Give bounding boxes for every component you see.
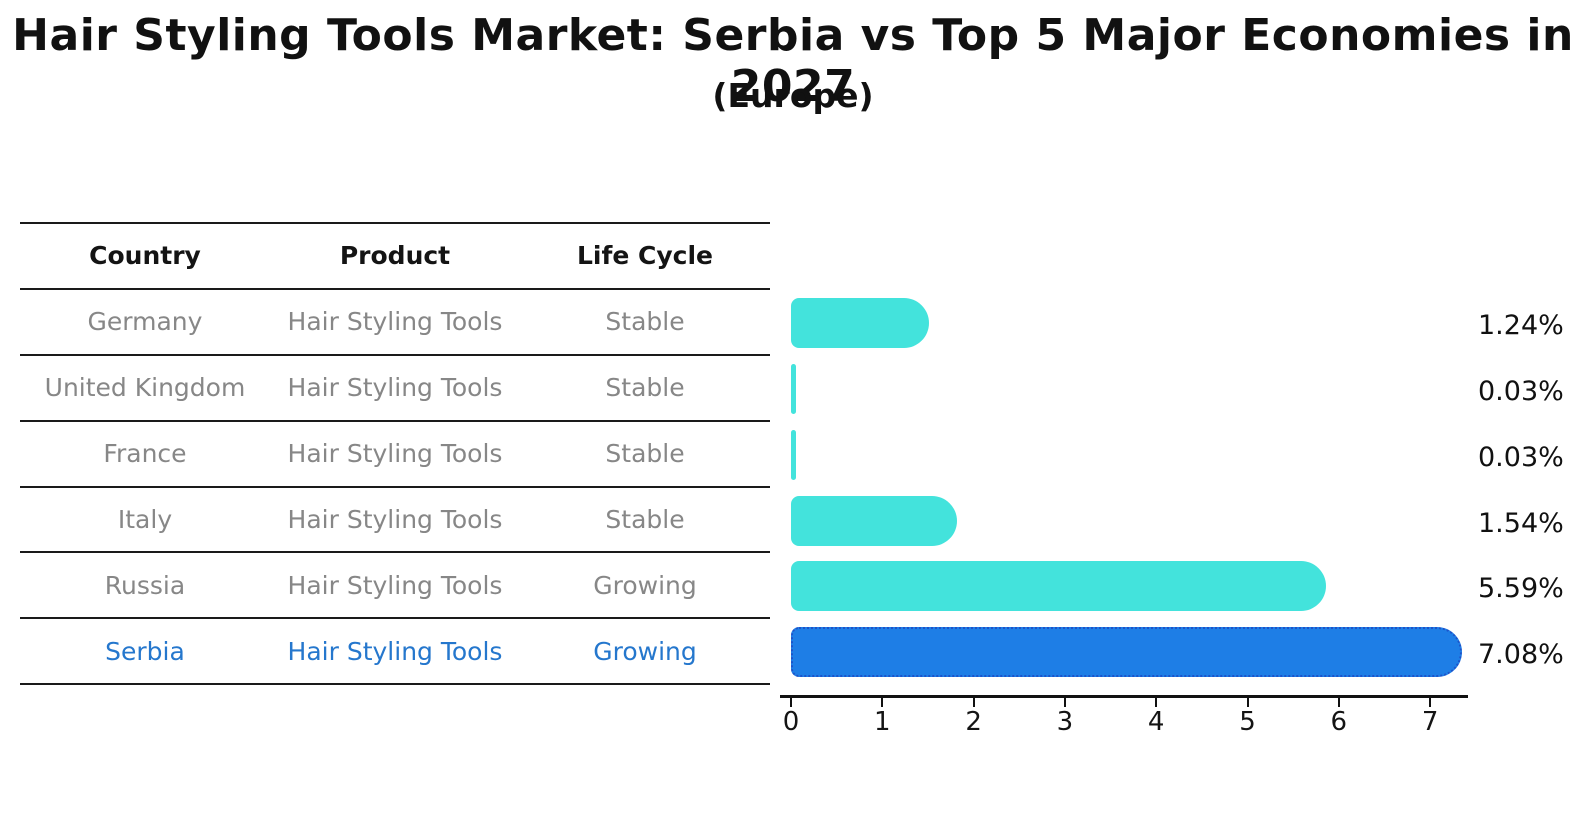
product-cell: Hair Styling Tools — [287, 570, 503, 600]
product-cell: Hair Styling Tools — [287, 439, 503, 469]
x-tick — [1337, 698, 1340, 707]
column-header-lifecycle: Life Cycle — [576, 241, 714, 271]
chart-title: Hair Styling Tools Market: Serbia vs Top… — [12, 10, 1574, 112]
lifecycle-cell: Stable — [605, 307, 685, 337]
bar-value-label: 7.08% — [1478, 638, 1564, 670]
x-tick — [1429, 698, 1432, 707]
x-tick-label: 5 — [1239, 707, 1256, 737]
x-tick-label: 0 — [782, 707, 800, 737]
lifecycle-cell: Stable — [605, 439, 685, 469]
bar-serbia — [791, 626, 1463, 677]
lifecycle-cell: Growing — [593, 636, 697, 666]
country-cell: Italy — [117, 505, 173, 534]
lifecycle-cell: Growing — [593, 570, 697, 600]
x-tick — [1246, 698, 1249, 707]
bar-value-label: 1.24% — [1478, 310, 1564, 341]
x-tick-label: 1 — [874, 707, 891, 737]
bar-value-label: 0.03% — [1478, 376, 1564, 407]
table-row: Germany Hair Styling Tools Stable — [20, 287, 770, 354]
table-header-row: Country Product Life Cycle — [20, 222, 770, 288]
x-tick-label: 7 — [1421, 707, 1439, 737]
lifecycle-cell: Stable — [605, 505, 685, 534]
table-row: Serbia Hair Styling Tools Growing — [20, 617, 770, 686]
table-row: Russia Hair Styling Tools Growing — [20, 551, 770, 617]
x-tick — [972, 698, 975, 707]
product-cell: Hair Styling Tools — [287, 636, 503, 666]
x-tick-label: 6 — [1330, 707, 1348, 737]
x-tick — [1155, 698, 1158, 707]
bar-germany — [791, 298, 930, 348]
x-tick — [1063, 698, 1066, 707]
bar-value-label: 1.54% — [1478, 507, 1564, 539]
country-cell: Germany — [87, 307, 203, 337]
product-cell: Hair Styling Tools — [287, 307, 503, 337]
column-header-country: Country — [89, 241, 201, 271]
x-tick-label: 4 — [1147, 707, 1165, 737]
bar-italy — [791, 495, 957, 546]
bar-value-label: 5.59% — [1478, 573, 1564, 604]
country-cell: Serbia — [105, 636, 185, 666]
country-cell: United Kingdom — [44, 373, 246, 403]
country-info-table: Country Product Life Cycle Germany Hair S… — [20, 222, 770, 686]
lifecycle-cell: Stable — [605, 373, 685, 403]
chart-subtitle: (Europe) — [712, 76, 874, 115]
country-cell: France — [103, 439, 187, 469]
bar-russia — [791, 561, 1327, 611]
product-cell: Hair Styling Tools — [287, 373, 503, 403]
column-header-product: Product — [339, 241, 451, 271]
table-row: United Kingdom Hair Styling Tools Stable — [20, 353, 770, 420]
bar-value-label: 0.03% — [1478, 441, 1564, 473]
x-tick — [790, 698, 792, 707]
table-row: France Hair Styling Tools Stable — [20, 419, 770, 486]
x-tick — [881, 698, 884, 707]
x-tick-label: 2 — [965, 707, 982, 737]
x-tick-label: 3 — [1056, 707, 1074, 737]
bar-united-kingdom — [791, 364, 797, 414]
bar-france — [791, 429, 797, 480]
table-row: Italy Hair Styling Tools Stable — [20, 485, 770, 552]
x-axis-line — [780, 695, 1468, 698]
product-cell: Hair Styling Tools — [287, 505, 503, 534]
country-cell: Russia — [104, 570, 186, 600]
